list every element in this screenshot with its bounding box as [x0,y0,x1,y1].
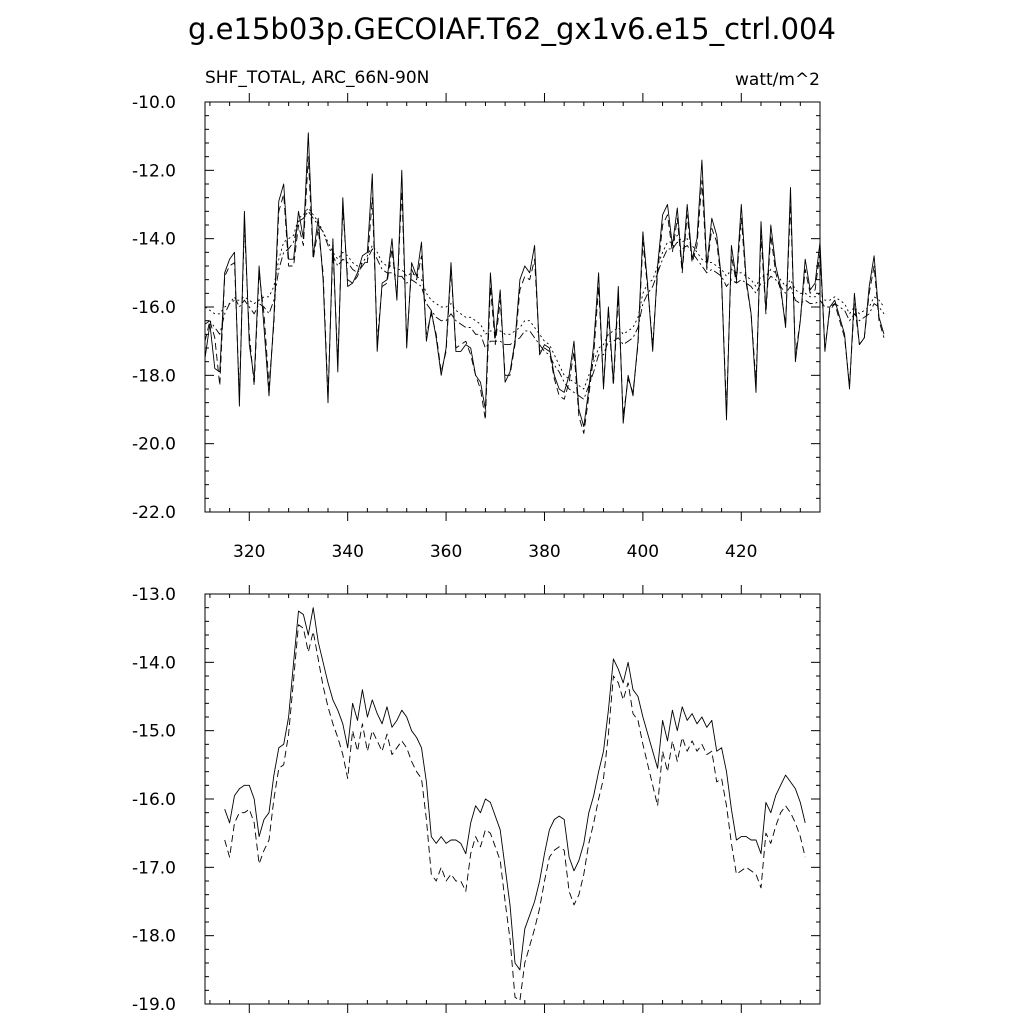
bottom-plot-frame [204,593,821,1005]
bottom-series-line-dash [224,624,806,1002]
top-ytick-label: -20.0 [132,435,176,455]
top-series-line-dashdot [204,210,885,400]
bottom-ytick-label: -16.0 [132,790,176,810]
top-ytick-label: -22.0 [132,503,176,523]
bottom-series-line-solid [224,607,806,971]
bottom-ytick-label: -19.0 [132,995,176,1015]
top-xtick-label: 380 [528,542,560,562]
bottom-ytick-label: -13.0 [132,585,176,605]
top-xtick-label: 340 [331,542,363,562]
top-xtick-label: 360 [430,542,462,562]
top-series-line-dash [204,156,885,434]
top-xtick-label: 400 [627,542,659,562]
top-left-label: SHF_TOTAL, ARC_66N-90N [205,68,429,88]
top-right-label: watt/m^2 [735,70,820,90]
top-ytick-label: -14.0 [132,230,176,250]
top-xtick-label: 320 [233,542,265,562]
top-ytick-label: -18.0 [132,366,176,386]
bottom-ytick-label: -18.0 [132,927,176,947]
top-series-line-dot [204,207,885,390]
top-xtick-label: 420 [725,542,757,562]
bottom-ytick-label: -15.0 [132,722,176,742]
bottom-panel: -19.0 -18.0 -17.0 -16.0 -15.0 -14.0 -13.0 [132,585,821,1015]
top-ytick-label: -12.0 [132,161,176,181]
bottom-ytick-label: -14.0 [132,653,176,673]
top-series-line-solid [204,132,885,428]
bottom-ytick-label: -17.0 [132,858,176,878]
top-ytick-label: -16.0 [132,298,176,318]
figure-title: g.e15b03p.GECOIAF.T62_gx1v6.e15_ctrl.004 [188,12,836,46]
top-ytick-label: -10.0 [132,93,176,113]
top-panel: SHF_TOTAL, ARC_66N-90N watt/m^2 -22.0 -20… [132,68,885,562]
top-plot-frame [204,101,821,513]
